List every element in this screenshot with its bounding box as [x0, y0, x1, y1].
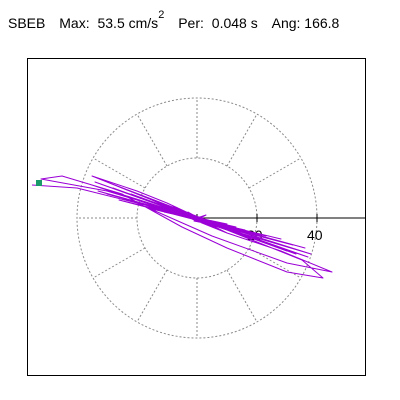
spoke [226, 113, 258, 167]
x-tick-label: 40 [307, 227, 323, 243]
spoke [226, 269, 258, 323]
particle-motion-trace [31, 175, 333, 279]
chart-title: SBEB Max: 53.5 cm/s2 Per: 0.048 s Ang: 1… [8, 10, 340, 31]
start-marker [36, 180, 42, 186]
period-label: Per: [178, 14, 204, 31]
max-exponent: 2 [158, 9, 165, 21]
spoke [92, 247, 146, 279]
spoke [136, 113, 168, 167]
angle-label: Ang: 166.8 [271, 14, 340, 31]
spoke [92, 157, 146, 189]
max-value: 53.5 cm/s [97, 14, 159, 31]
spoke [248, 157, 302, 189]
max-label: Max: [59, 14, 90, 31]
plot-area [27, 58, 366, 376]
station-code: SBEB [8, 14, 46, 31]
period-value: 0.048 s [211, 14, 258, 31]
spoke [136, 269, 168, 323]
